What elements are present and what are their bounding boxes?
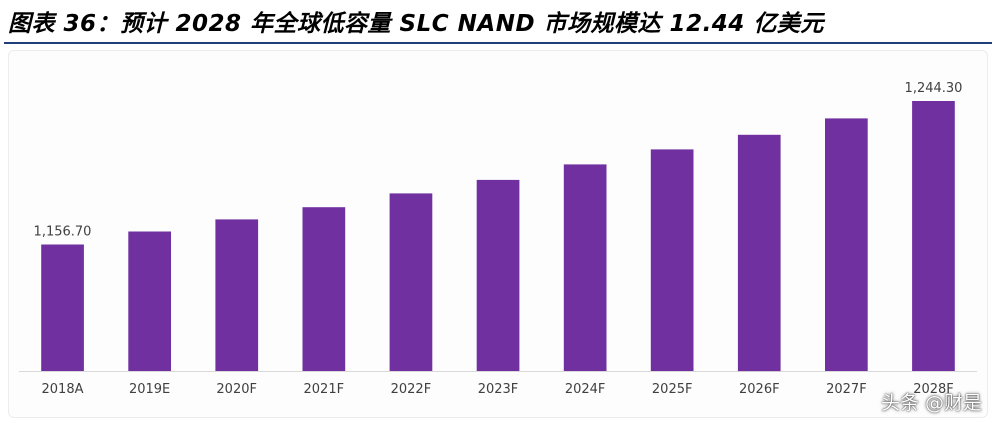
x-tick-label: 2027F <box>826 382 867 397</box>
data-label: 1,244.30 <box>905 81 963 96</box>
bar-2021F <box>302 207 346 371</box>
bar-2019E <box>128 231 171 371</box>
figure-header: 图表 36：预计 2028 年全球低容量 SLC NAND 市场规模达 12.4… <box>0 0 996 44</box>
x-tick-label: 2026F <box>739 382 780 397</box>
title-divider <box>4 42 992 44</box>
x-tick-label: 2024F <box>565 382 606 397</box>
bar-2022F <box>389 193 433 371</box>
x-tick-label: 2022F <box>391 382 432 397</box>
bar-2024F <box>563 164 607 371</box>
x-tick-label: 2025F <box>652 382 693 397</box>
bar-2027F <box>825 118 868 372</box>
data-label: 1,156.70 <box>34 225 92 240</box>
x-tick-label: 2023F <box>478 382 519 397</box>
bar-2018A <box>41 244 84 371</box>
bar-2020F <box>215 219 259 371</box>
bar-2026F <box>737 134 781 372</box>
bar-chart: 2018A 2019E 2020F 2021F 2022F 2023F 2024F 2025F… <box>19 81 977 397</box>
x-tick-label: 2028F <box>913 382 954 397</box>
x-tick-label: 2020F <box>216 382 257 397</box>
watermark: 头条 @财是 <box>880 392 982 414</box>
figure-title: 图表 36：预计 2028 年全球低容量 SLC NAND 市场规模达 12.4… <box>8 11 824 37</box>
chart-frame: 2018A 2019E 2020F 2021F 2022F 2023F 2024F 2025F… <box>8 50 988 418</box>
x-tick-label: 2021F <box>304 382 345 397</box>
bar-2023F <box>476 179 520 371</box>
x-tick-label: 2018A <box>42 382 84 397</box>
bar-2025F <box>650 149 694 371</box>
x-tick-label: 2019E <box>129 382 170 397</box>
bar-2028F <box>912 101 955 371</box>
